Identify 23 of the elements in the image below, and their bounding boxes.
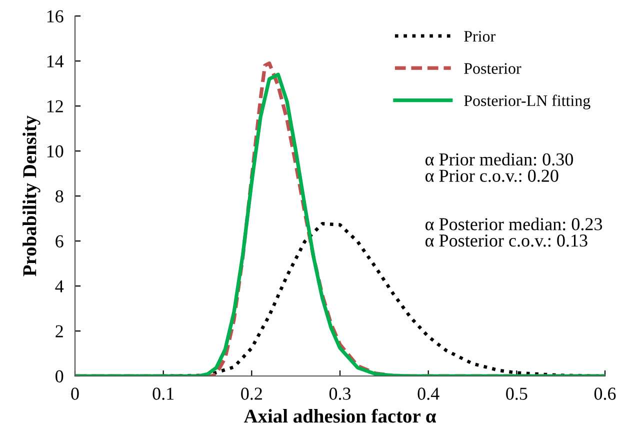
legend-label: Prior bbox=[464, 30, 496, 42]
annotation: α Prior median: 0.30 α Prior c.o.v.: 0.20 bbox=[425, 152, 573, 182]
y-tick-label: 2 bbox=[56, 325, 63, 338]
x-tick-label: 0.4 bbox=[418, 388, 440, 400]
y-tick-label: 4 bbox=[55, 280, 64, 292]
legend-label: Posterior-LN fitting bbox=[464, 94, 590, 110]
x-tick-label: 0.6 bbox=[594, 388, 616, 400]
y-tick-label: 12 bbox=[47, 100, 63, 112]
x-axis-title: Axial adhesion factor α bbox=[244, 408, 436, 423]
x-tick-label: 0.5 bbox=[506, 388, 528, 400]
y-tick-label: 16 bbox=[47, 10, 64, 22]
annotation: α Posterior median: 0.23 α Posterior c.o.v.: 0.13 bbox=[425, 218, 602, 247]
y-tick-label: 14 bbox=[47, 55, 64, 68]
y-tick-label: 0 bbox=[56, 370, 64, 382]
y-tick-label: 8 bbox=[56, 190, 64, 202]
y-axis-title: Probability Density bbox=[22, 116, 40, 276]
y-tick-label: 10 bbox=[47, 145, 64, 158]
x-tick-label: 0 bbox=[71, 388, 79, 400]
x-tick-label: 0.3 bbox=[329, 388, 351, 400]
y-tick-label: 6 bbox=[56, 235, 64, 248]
x-tick-label: 0.1 bbox=[152, 388, 174, 400]
legend-label: Posterior bbox=[464, 63, 522, 74]
x-tick-label: 0.2 bbox=[241, 388, 262, 400]
